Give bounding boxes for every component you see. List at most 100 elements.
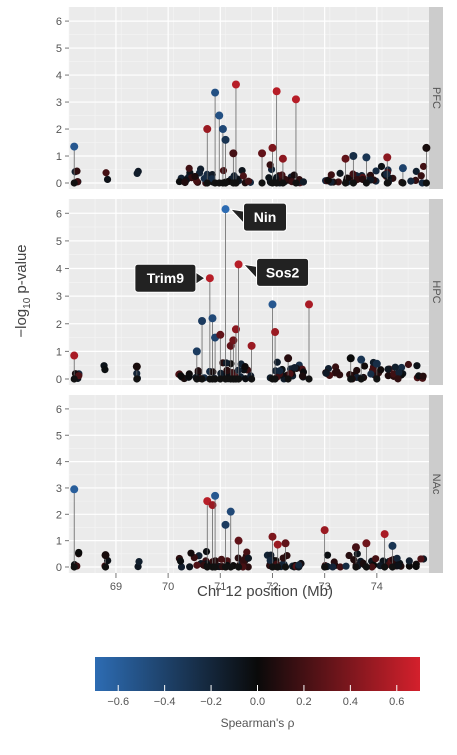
y-tick-label: 2	[56, 509, 62, 521]
snp-point	[239, 172, 247, 180]
gene-callout: Nin	[229, 202, 288, 232]
snp-point-highlight	[215, 111, 224, 120]
snp-point	[377, 162, 386, 171]
y-tick-label: 1	[56, 536, 62, 548]
snp-point-base	[362, 179, 370, 187]
snp-point	[377, 366, 385, 374]
snp-point-base	[321, 563, 329, 571]
snp-point	[243, 548, 251, 556]
snp-point-base	[101, 563, 110, 571]
snp-point-base	[422, 179, 430, 187]
snp-point-highlight	[272, 87, 281, 96]
snp-point-highlight	[372, 359, 381, 368]
snp-point	[244, 177, 253, 185]
snp-point	[329, 563, 337, 571]
snp-point	[186, 563, 194, 571]
y-tick-label: 1	[56, 346, 62, 358]
snp-point-highlight	[380, 530, 389, 539]
snp-point-base	[383, 179, 391, 187]
snp-point-base	[133, 375, 141, 383]
snp-point-highlight	[247, 341, 256, 350]
snp-point-highlight	[101, 551, 110, 560]
y-tick-label: 0	[56, 178, 62, 190]
callout-label: Sos2	[266, 264, 300, 280]
gene-callout: Sos2	[242, 257, 310, 287]
snp-point	[322, 369, 330, 377]
snp-point-base	[349, 179, 357, 187]
snp-point-highlight	[226, 507, 235, 516]
snp-point-highlight	[383, 153, 392, 162]
snp-point-highlight	[192, 347, 201, 356]
colorbar-tick-label: −0.6	[107, 696, 129, 708]
snp-point-highlight	[258, 149, 267, 158]
snp-point	[241, 362, 249, 371]
x-tick-label: 72	[266, 581, 278, 593]
snp-point-highlight	[305, 300, 313, 309]
snp-point-highlight	[211, 491, 220, 500]
snp-point	[217, 555, 226, 563]
snp-point	[276, 367, 284, 375]
snp-point	[194, 367, 202, 375]
snp-point-highlight	[273, 540, 282, 549]
snp-point-base	[216, 375, 224, 383]
y-tick-label: 3	[56, 483, 62, 495]
facet-panel-2: 0 1 2 3 4 5 6 NAc	[56, 395, 443, 574]
snp-point-highlight	[216, 330, 225, 339]
snp-point	[217, 369, 225, 377]
snp-point-highlight	[422, 143, 431, 152]
snp-point	[336, 169, 344, 177]
y-tick-label: 6	[56, 404, 62, 416]
callout-box	[134, 263, 197, 293]
snp-point	[102, 169, 110, 177]
snp-point-base	[373, 375, 381, 383]
snp-point	[419, 162, 428, 171]
snp-point-highlight	[351, 543, 360, 552]
snp-point	[417, 555, 425, 563]
snp-point	[412, 167, 420, 175]
snp-point-highlight	[208, 314, 217, 323]
colorbar-tick-label: −0.2	[200, 696, 222, 708]
snp-point	[266, 556, 274, 565]
facet-strip	[429, 199, 443, 385]
snp-point	[345, 551, 353, 560]
snp-point	[101, 366, 109, 374]
colorbar-tick-label: 0.2	[296, 696, 311, 708]
snp-point-base	[362, 563, 370, 571]
snp-point	[176, 557, 185, 565]
facet-panel-0: 0 1 2 3 4 5 6 PFC	[56, 7, 443, 190]
snp-point-base	[357, 375, 365, 383]
colorbar-tick-label: 0.4	[343, 696, 358, 708]
snp-point-highlight	[231, 80, 240, 89]
snp-point-base	[268, 563, 277, 571]
snp-point-base	[70, 563, 78, 571]
y-tick-label: 5	[56, 43, 62, 55]
snp-point-base	[281, 563, 290, 571]
snp-point-highlight	[281, 539, 290, 548]
snp-point-highlight	[362, 153, 371, 162]
snp-point	[353, 550, 361, 558]
snp-point-base	[198, 375, 206, 383]
snp-point-highlight	[211, 88, 220, 97]
snp-point-highlight	[284, 354, 293, 363]
snp-point	[360, 362, 369, 370]
snp-point-base	[221, 179, 230, 187]
y-tick-label: 3	[56, 97, 62, 109]
snp-point	[219, 167, 228, 175]
snp-point-base	[211, 375, 219, 383]
y-tick-label: 3	[56, 291, 62, 303]
snp-point-base	[381, 563, 389, 571]
y-tick-label: 2	[56, 124, 62, 136]
snp-point	[323, 551, 332, 559]
snp-point-highlight	[234, 536, 243, 545]
colorbar-tick-label: 0.0	[250, 696, 265, 708]
facet-strip	[429, 395, 443, 573]
snp-point-base	[211, 563, 219, 571]
snp-point	[372, 555, 380, 563]
snp-point	[412, 562, 420, 571]
snp-point-base	[234, 563, 243, 571]
snp-point-highlight	[341, 154, 350, 163]
snp-point	[75, 548, 83, 557]
x-axis: 69 70 71 72 73 74	[110, 573, 383, 593]
gene-callout: Trim9	[134, 263, 206, 293]
callout-label: Trim9	[147, 270, 185, 286]
